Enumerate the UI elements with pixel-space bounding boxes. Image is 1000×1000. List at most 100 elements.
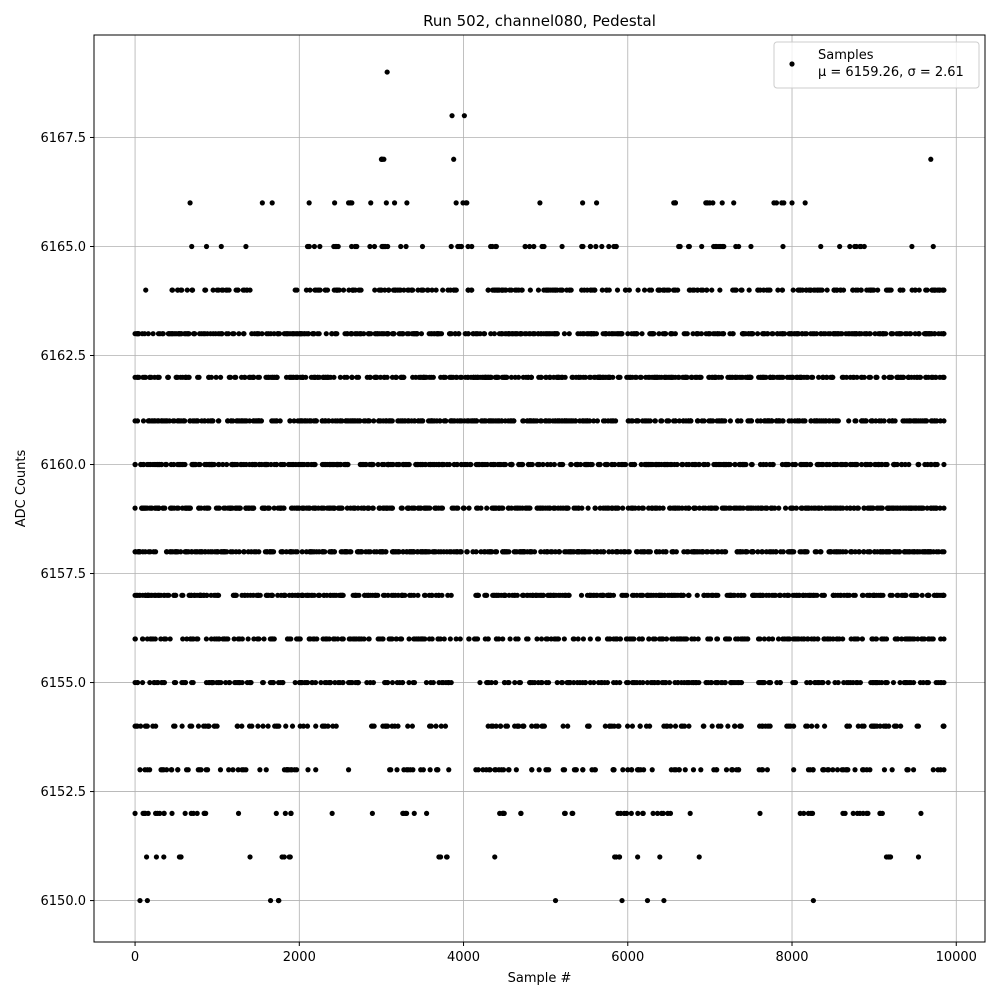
data-point — [403, 243, 409, 250]
data-point — [235, 418, 241, 424]
data-point — [349, 243, 355, 250]
data-point — [736, 505, 742, 511]
data-point — [714, 767, 720, 773]
data-point — [644, 679, 651, 686]
data-point — [766, 549, 773, 555]
data-point — [241, 549, 247, 555]
data-point — [230, 331, 236, 337]
data-point — [562, 810, 568, 816]
data-point — [807, 287, 814, 293]
data-point — [818, 549, 824, 555]
data-point — [464, 418, 470, 424]
data-point — [694, 592, 700, 598]
data-point — [334, 287, 340, 293]
data-point — [332, 418, 338, 424]
data-point — [385, 461, 391, 468]
data-point — [527, 549, 534, 555]
data-point — [702, 505, 708, 511]
data-point — [250, 374, 257, 380]
data-point — [805, 374, 811, 380]
data-point — [607, 636, 613, 642]
data-point — [190, 461, 196, 468]
data-point — [531, 243, 537, 250]
data-point — [203, 287, 209, 293]
data-point — [928, 461, 934, 468]
data-point — [874, 679, 880, 686]
data-point — [703, 679, 710, 686]
data-point — [619, 331, 625, 337]
data-point — [578, 592, 585, 598]
data-point — [137, 592, 143, 598]
data-point — [243, 243, 249, 250]
data-point — [748, 505, 754, 511]
y-tick-label: 6160.0 — [41, 458, 87, 473]
data-point — [846, 418, 852, 424]
data-point — [398, 636, 405, 642]
data-point — [189, 723, 195, 729]
data-point — [415, 461, 421, 468]
data-point — [838, 505, 844, 511]
data-point — [621, 549, 628, 555]
data-point — [852, 418, 858, 424]
data-point — [764, 767, 770, 773]
data-point — [611, 679, 617, 686]
data-point — [483, 767, 489, 773]
data-point — [446, 767, 452, 773]
y-tick-label: 6157.5 — [41, 567, 87, 582]
data-point — [799, 331, 805, 337]
data-point — [134, 331, 141, 337]
data-point — [564, 505, 570, 511]
data-point — [757, 461, 764, 468]
data-point — [609, 461, 616, 468]
data-point — [740, 331, 746, 337]
data-point — [406, 331, 412, 337]
data-point — [310, 331, 316, 337]
data-point — [438, 723, 444, 729]
legend: Samples μ = 6159.26, σ = 2.61 — [773, 41, 980, 89]
data-point — [818, 461, 825, 468]
data-point — [475, 592, 481, 598]
data-point — [711, 374, 717, 380]
data-point — [279, 461, 285, 468]
data-point — [931, 331, 937, 337]
data-point — [288, 767, 294, 773]
data-point — [602, 418, 608, 424]
data-point — [313, 418, 320, 424]
data-point — [617, 679, 623, 686]
data-point — [926, 592, 932, 598]
data-point — [329, 331, 335, 337]
data-point — [289, 505, 296, 511]
data-point — [669, 636, 675, 642]
data-point — [357, 331, 363, 337]
data-point — [914, 723, 920, 729]
data-point — [497, 461, 503, 468]
data-point — [577, 418, 583, 424]
data-point — [308, 374, 314, 380]
data-point — [455, 243, 461, 250]
data-point — [160, 505, 166, 511]
data-point — [658, 810, 665, 816]
data-point — [311, 243, 318, 250]
data-point — [518, 810, 524, 816]
data-point — [227, 374, 234, 380]
data-point — [647, 549, 653, 555]
data-point — [404, 200, 410, 206]
data-point — [143, 287, 149, 293]
data-point — [643, 374, 649, 380]
data-point — [141, 374, 148, 380]
data-point — [503, 374, 509, 380]
data-point — [418, 331, 425, 337]
data-point — [832, 461, 839, 468]
data-point — [580, 200, 586, 206]
data-point — [494, 418, 500, 424]
data-point — [314, 636, 320, 642]
data-point — [570, 374, 576, 380]
data-point — [493, 636, 500, 642]
data-point — [142, 767, 148, 773]
data-point — [733, 636, 739, 642]
data-point — [537, 505, 543, 511]
data-point — [482, 636, 488, 642]
data-point — [226, 767, 232, 773]
data-point — [573, 767, 579, 773]
data-point — [677, 243, 683, 250]
